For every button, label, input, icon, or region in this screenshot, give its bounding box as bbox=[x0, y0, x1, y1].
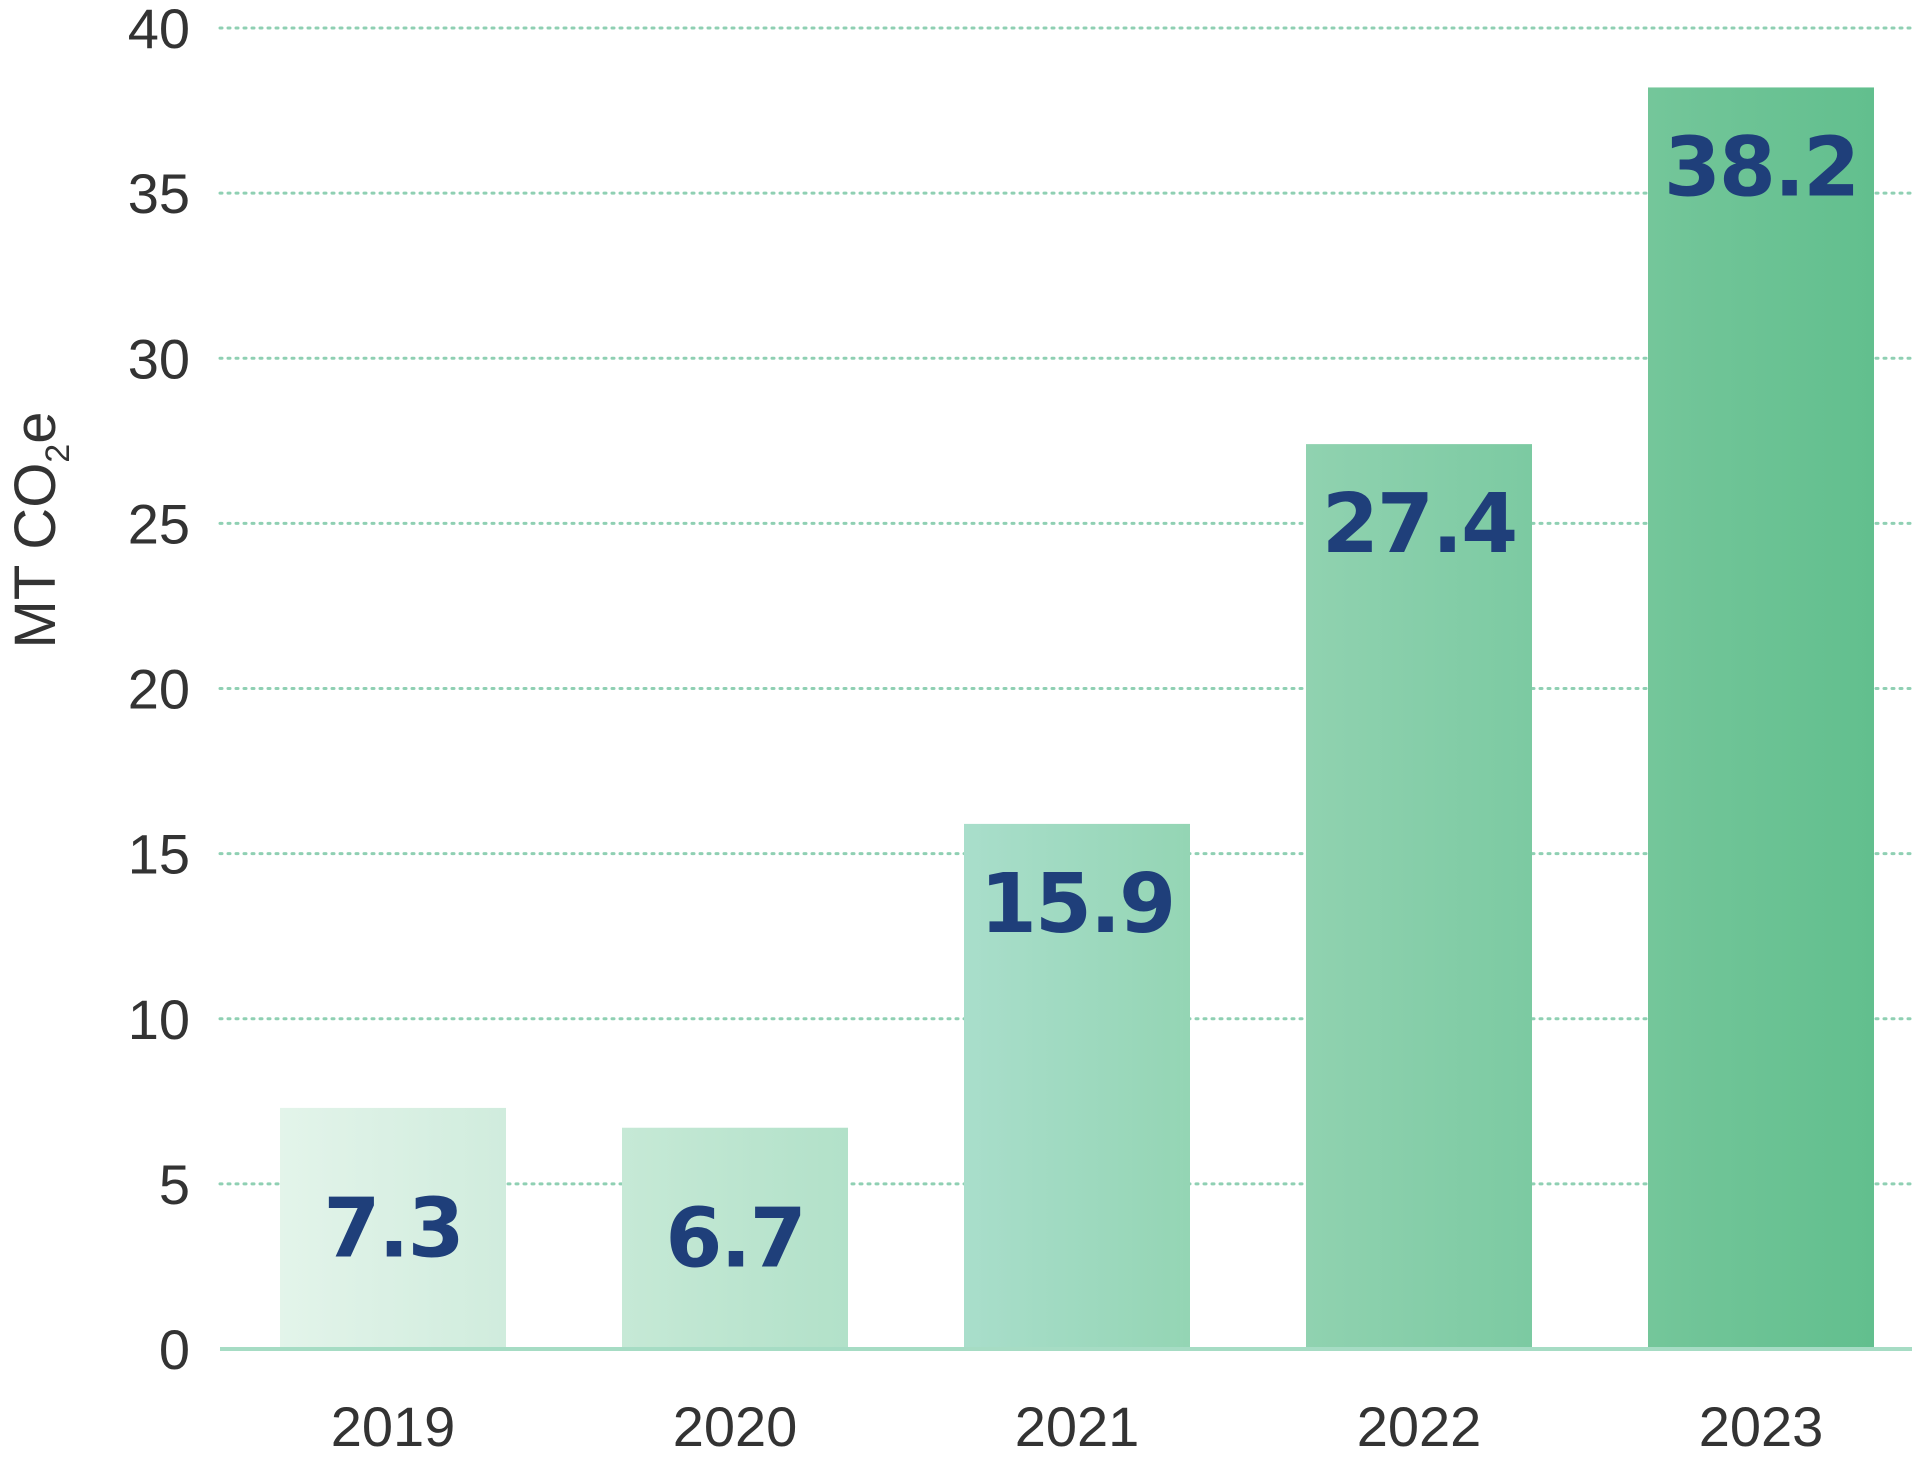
bars bbox=[280, 87, 1874, 1350]
y-tick-label: 40 bbox=[128, 0, 190, 60]
bar-value-label: 27.4 bbox=[1322, 477, 1516, 572]
x-tick-label: 2023 bbox=[1699, 1395, 1824, 1458]
y-tick-label: 0 bbox=[159, 1318, 190, 1381]
bar-value-label: 15.9 bbox=[980, 857, 1174, 952]
bar bbox=[1306, 444, 1532, 1349]
x-tick-label: 2019 bbox=[331, 1395, 456, 1458]
y-tick-label: 30 bbox=[128, 327, 190, 390]
x-axis-ticks: 2019 2020 2021 2022 2023 bbox=[331, 1395, 1824, 1458]
x-tick-label: 2021 bbox=[1015, 1395, 1140, 1458]
bar-value-label: 7.3 bbox=[323, 1181, 462, 1276]
y-axis-title: MT CO2e bbox=[3, 412, 77, 649]
y-tick-label: 15 bbox=[128, 823, 190, 886]
bar bbox=[280, 1107, 506, 1349]
x-tick-label: 2020 bbox=[673, 1395, 798, 1458]
bar bbox=[964, 823, 1190, 1349]
y-axis-ticks: 0 5 10 15 20 25 30 35 40 bbox=[128, 0, 190, 1381]
y-tick-label: 20 bbox=[128, 658, 190, 721]
bar-value-label: 38.2 bbox=[1664, 120, 1858, 215]
y-tick-label: 35 bbox=[128, 162, 190, 225]
y-tick-label: 10 bbox=[128, 988, 190, 1051]
bar bbox=[622, 1127, 848, 1349]
bar-value-label: 6.7 bbox=[665, 1191, 804, 1286]
x-tick-label: 2022 bbox=[1357, 1395, 1482, 1458]
gridlines bbox=[218, 26, 1914, 1186]
y-tick-label: 25 bbox=[128, 492, 190, 555]
value-labels: 7.3 6.7 15.9 27.4 38.2 bbox=[323, 120, 1860, 1286]
y-tick-label: 5 bbox=[159, 1153, 190, 1216]
bar bbox=[1648, 87, 1874, 1350]
